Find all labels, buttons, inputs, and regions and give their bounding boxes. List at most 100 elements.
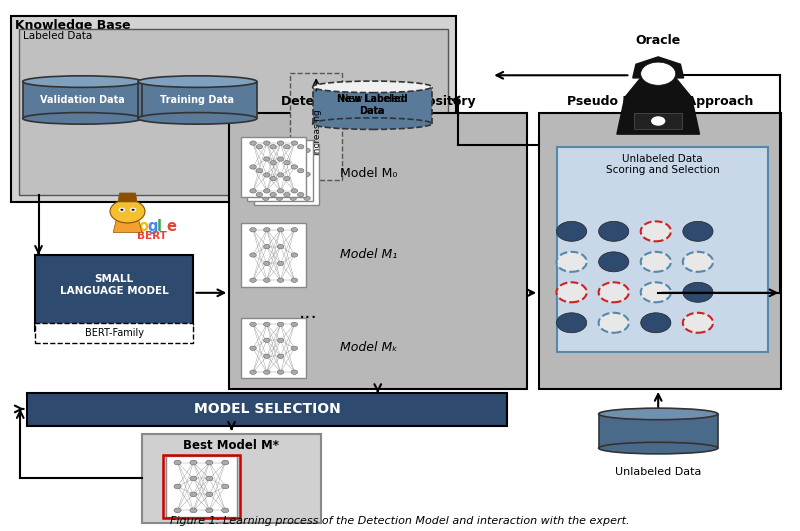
FancyBboxPatch shape xyxy=(634,113,682,129)
Circle shape xyxy=(174,484,181,489)
Ellipse shape xyxy=(138,76,257,88)
Circle shape xyxy=(263,173,270,177)
Circle shape xyxy=(278,189,284,193)
Circle shape xyxy=(683,313,713,333)
Text: Detection Model Repository: Detection Model Repository xyxy=(281,95,475,108)
Text: Model Mₖ: Model Mₖ xyxy=(341,341,398,355)
Circle shape xyxy=(174,460,181,465)
Circle shape xyxy=(557,221,586,241)
Circle shape xyxy=(598,313,629,333)
Text: Labeled Data: Labeled Data xyxy=(22,31,92,41)
Circle shape xyxy=(206,492,213,497)
Circle shape xyxy=(284,160,290,165)
Circle shape xyxy=(641,221,671,241)
Circle shape xyxy=(263,244,270,249)
Polygon shape xyxy=(118,193,137,202)
Circle shape xyxy=(598,282,629,302)
Circle shape xyxy=(276,148,282,152)
Text: SMALL
LANGUAGE MODEL: SMALL LANGUAGE MODEL xyxy=(60,275,168,296)
Circle shape xyxy=(641,282,671,302)
Circle shape xyxy=(290,148,297,152)
Ellipse shape xyxy=(313,118,432,130)
Circle shape xyxy=(222,484,229,489)
Circle shape xyxy=(250,189,256,193)
Circle shape xyxy=(278,261,284,266)
Text: o: o xyxy=(130,219,139,234)
FancyBboxPatch shape xyxy=(247,140,313,201)
Text: New Labeled
Data: New Labeled Data xyxy=(341,95,404,116)
Circle shape xyxy=(190,508,197,513)
Circle shape xyxy=(270,144,277,149)
Circle shape xyxy=(263,338,270,342)
Circle shape xyxy=(304,172,310,176)
Text: MODEL SELECTION: MODEL SELECTION xyxy=(194,402,340,416)
Circle shape xyxy=(278,244,284,249)
Text: ...: ... xyxy=(299,303,318,322)
Circle shape xyxy=(256,192,262,196)
Circle shape xyxy=(278,228,284,232)
Circle shape xyxy=(276,196,282,200)
Circle shape xyxy=(290,196,297,200)
Circle shape xyxy=(304,196,310,200)
Circle shape xyxy=(263,157,270,161)
Circle shape xyxy=(278,141,284,145)
Circle shape xyxy=(291,322,298,327)
Circle shape xyxy=(263,370,270,374)
FancyBboxPatch shape xyxy=(142,434,321,523)
Text: BERT-Family: BERT-Family xyxy=(85,328,143,338)
Circle shape xyxy=(641,313,671,333)
FancyBboxPatch shape xyxy=(26,393,507,426)
Circle shape xyxy=(206,476,213,481)
Circle shape xyxy=(250,228,256,232)
Circle shape xyxy=(110,200,145,223)
Polygon shape xyxy=(598,414,718,448)
Circle shape xyxy=(250,322,256,327)
Text: BERT: BERT xyxy=(137,231,167,241)
Circle shape xyxy=(120,209,123,211)
Text: g: g xyxy=(148,219,158,234)
Circle shape xyxy=(291,141,298,145)
FancyBboxPatch shape xyxy=(254,144,319,204)
Text: Best Model M*: Best Model M* xyxy=(183,439,279,452)
Circle shape xyxy=(222,508,229,513)
Circle shape xyxy=(641,252,671,272)
Circle shape xyxy=(250,165,256,169)
Circle shape xyxy=(250,346,256,350)
FancyBboxPatch shape xyxy=(290,73,342,181)
Polygon shape xyxy=(313,87,432,124)
Circle shape xyxy=(598,252,629,272)
FancyBboxPatch shape xyxy=(558,147,768,352)
Ellipse shape xyxy=(313,81,432,92)
Circle shape xyxy=(291,189,298,193)
Text: Unlabeled Data
Scoring and Selection: Unlabeled Data Scoring and Selection xyxy=(606,153,719,175)
Circle shape xyxy=(276,180,282,184)
Circle shape xyxy=(256,168,262,173)
Circle shape xyxy=(262,196,269,200)
Circle shape xyxy=(291,370,298,374)
Circle shape xyxy=(263,189,270,193)
Circle shape xyxy=(263,322,270,327)
Text: Increasing: Increasing xyxy=(312,108,321,155)
Ellipse shape xyxy=(22,113,142,124)
Circle shape xyxy=(250,141,256,145)
Circle shape xyxy=(557,252,586,272)
Circle shape xyxy=(291,228,298,232)
Circle shape xyxy=(291,346,298,350)
Circle shape xyxy=(262,148,269,152)
Circle shape xyxy=(291,165,298,169)
Circle shape xyxy=(190,460,197,465)
Circle shape xyxy=(206,460,213,465)
Text: e: e xyxy=(166,219,176,234)
Circle shape xyxy=(641,62,676,85)
Circle shape xyxy=(263,354,270,358)
Text: New Labeled
Data: New Labeled Data xyxy=(337,95,407,116)
Circle shape xyxy=(304,148,310,152)
Circle shape xyxy=(278,278,284,282)
Circle shape xyxy=(250,370,256,374)
Text: Pseudo Labeling Approach: Pseudo Labeling Approach xyxy=(567,95,754,108)
Text: l: l xyxy=(157,219,162,234)
Circle shape xyxy=(263,141,270,145)
Circle shape xyxy=(284,192,290,196)
Circle shape xyxy=(222,460,229,465)
Text: G: G xyxy=(120,219,133,234)
